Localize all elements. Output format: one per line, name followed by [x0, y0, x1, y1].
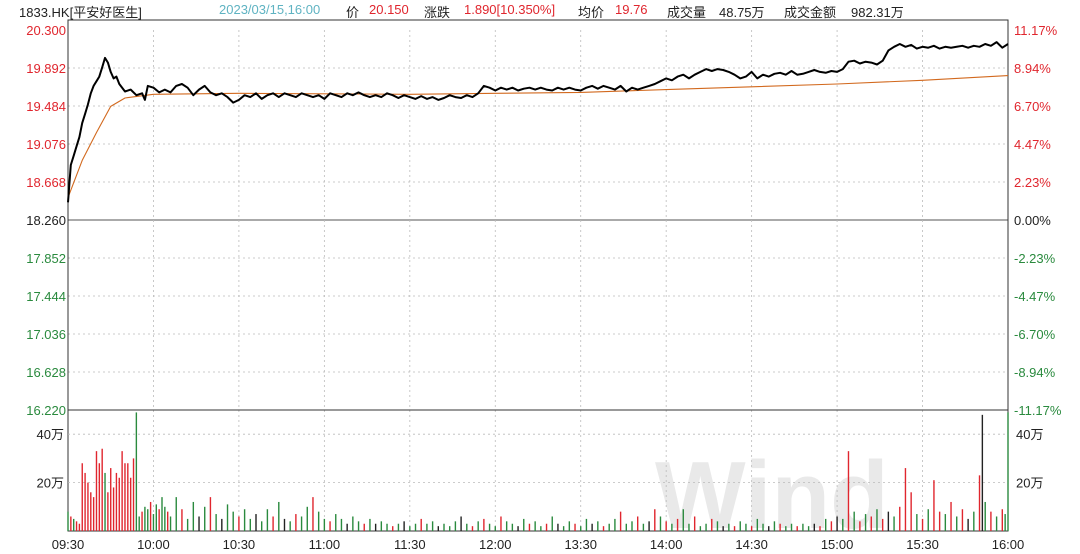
price-line — [67, 41, 1009, 203]
right-tick-label: 2.23% — [1014, 175, 1051, 190]
left-tick-label: 19.892 — [26, 61, 66, 76]
x-tick-label: 15:00 — [821, 537, 854, 552]
x-tick-label: 12:00 — [479, 537, 512, 552]
right-tick-label: -6.70% — [1014, 327, 1056, 342]
price-value: 20.150 — [369, 2, 409, 17]
right-tick-label: 4.47% — [1014, 137, 1051, 152]
x-tick-label: 15:30 — [906, 537, 939, 552]
left-tick-label: 19.484 — [26, 99, 66, 114]
left-tick-label: 17.036 — [26, 327, 66, 342]
x-tick-label: 09:30 — [52, 537, 85, 552]
x-tick-label: 14:00 — [650, 537, 683, 552]
avg-value: 19.76 — [615, 2, 648, 17]
left-tick-label: 16.220 — [26, 403, 66, 418]
price-label: 价 — [346, 5, 360, 20]
average-price-line — [67, 75, 1009, 198]
right-tick-label: -4.47% — [1014, 289, 1056, 304]
x-tick-label: 10:00 — [137, 537, 170, 552]
x-tick-label: 11:30 — [394, 537, 426, 552]
right-tick-label: 6.70% — [1014, 99, 1051, 114]
volume-tick-label-right: 40万 — [1016, 427, 1043, 442]
wind-watermark: Wind — [655, 442, 889, 549]
left-tick-label: 19.076 — [26, 137, 66, 152]
volume-tick-label-right: 20万 — [1016, 476, 1043, 491]
x-tick-label: 11:00 — [309, 537, 341, 552]
left-tick-label: 17.852 — [26, 251, 66, 266]
avg-label: 均价 — [578, 5, 605, 20]
right-tick-label: 8.94% — [1014, 61, 1051, 76]
left-tick-label: 16.628 — [26, 365, 66, 380]
left-tick-label: 18.260 — [26, 213, 66, 228]
volume-tick-label: 20万 — [37, 476, 64, 491]
right-tick-label: 0.00% — [1014, 213, 1051, 228]
chart-frame — [67, 19, 1009, 532]
right-tick-label: -2.23% — [1014, 251, 1056, 266]
x-tick-label: 13:30 — [564, 537, 597, 552]
volume-tick-label: 40万 — [37, 427, 64, 442]
right-tick-label: 11.17% — [1014, 23, 1058, 38]
x-tick-label: 14:30 — [735, 537, 768, 552]
datetime: 2023/03/15,16:00 — [219, 2, 321, 17]
change-label: 涨跌 — [424, 5, 451, 20]
right-tick-label: -8.94% — [1014, 365, 1056, 380]
x-tick-label: 16:00 — [992, 537, 1025, 552]
amount-label: 成交金额 — [784, 5, 837, 20]
quote-header: 1833.HK[平安好医生] 2023/03/15,16:00 价 20.150… — [0, 0, 1080, 20]
left-tick-label: 17.444 — [26, 289, 66, 304]
change-value: 1.890[10.350%] — [464, 2, 556, 17]
volume-value: 48.75万 — [719, 5, 765, 20]
symbol: 1833.HK[平安好医生] — [19, 5, 142, 20]
x-tick-label: 10:30 — [223, 537, 256, 552]
left-tick-label: 18.668 — [26, 175, 66, 190]
amount-value: 982.31万 — [851, 5, 904, 20]
right-tick-label: -11.17% — [1014, 403, 1062, 418]
left-tick-label: 20.300 — [26, 23, 66, 38]
volume-label: 成交量 — [667, 5, 707, 20]
